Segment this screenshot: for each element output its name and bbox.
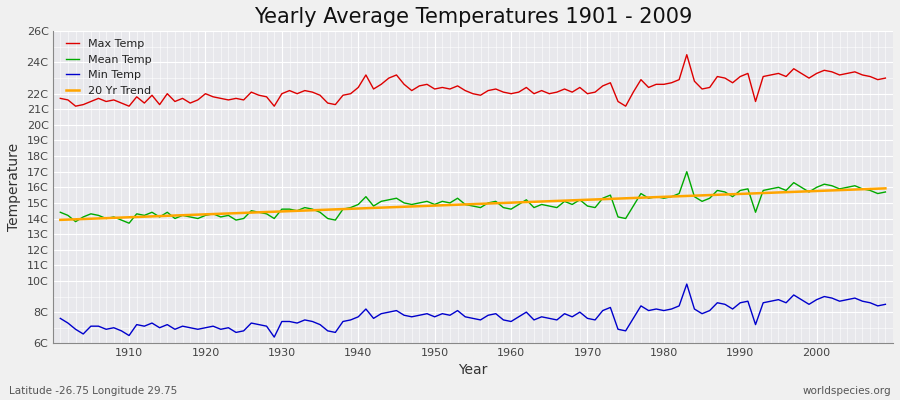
Max Temp (681, 52, 692, 57)
20 Yr Trend (880, 186, 891, 191)
Mean Temp (292, 208, 302, 213)
Mean Temp (513, 202, 524, 207)
Min Temp (55, 316, 66, 321)
Min Temp (605, 305, 616, 310)
20 Yr Trend (116, 215, 127, 220)
Max Temp (70, 104, 81, 108)
Mean Temp (123, 221, 134, 226)
Min Temp (880, 302, 891, 307)
Min Temp (269, 335, 280, 340)
Max Temp (605, 80, 616, 85)
Min Temp (338, 319, 348, 324)
Mean Temp (880, 190, 891, 194)
Mean Temp (338, 207, 348, 212)
Max Temp (338, 93, 348, 98)
Min Temp (116, 328, 127, 333)
Mean Temp (506, 207, 517, 212)
Mean Temp (116, 218, 127, 222)
20 Yr Trend (598, 197, 608, 202)
Text: Latitude -26.75 Longitude 29.75: Latitude -26.75 Longitude 29.75 (9, 386, 177, 396)
Min Temp (506, 319, 517, 324)
20 Yr Trend (55, 218, 66, 222)
Line: Max Temp: Max Temp (60, 55, 886, 106)
Line: Mean Temp: Mean Temp (60, 172, 886, 223)
Min Temp (681, 282, 692, 286)
Max Temp (123, 104, 134, 108)
20 Yr Trend (284, 209, 295, 214)
Title: Yearly Average Temperatures 1901 - 2009: Yearly Average Temperatures 1901 - 2009 (254, 7, 692, 27)
20 Yr Trend (506, 200, 517, 205)
Legend: Max Temp, Mean Temp, Min Temp, 20 Yr Trend: Max Temp, Mean Temp, Min Temp, 20 Yr Tre… (61, 34, 156, 100)
20 Yr Trend (498, 200, 508, 205)
Mean Temp (55, 210, 66, 215)
X-axis label: Year: Year (458, 363, 488, 377)
Max Temp (55, 96, 66, 101)
Max Temp (513, 90, 524, 94)
Min Temp (513, 314, 524, 319)
Max Temp (506, 91, 517, 96)
Min Temp (292, 321, 302, 326)
Max Temp (292, 91, 302, 96)
Line: Min Temp: Min Temp (60, 284, 886, 337)
Y-axis label: Temperature: Temperature (7, 143, 21, 231)
20 Yr Trend (330, 207, 341, 212)
Line: 20 Yr Trend: 20 Yr Trend (60, 188, 886, 220)
Mean Temp (605, 193, 616, 198)
Mean Temp (681, 169, 692, 174)
Text: worldspecies.org: worldspecies.org (803, 386, 891, 396)
Max Temp (880, 76, 891, 80)
